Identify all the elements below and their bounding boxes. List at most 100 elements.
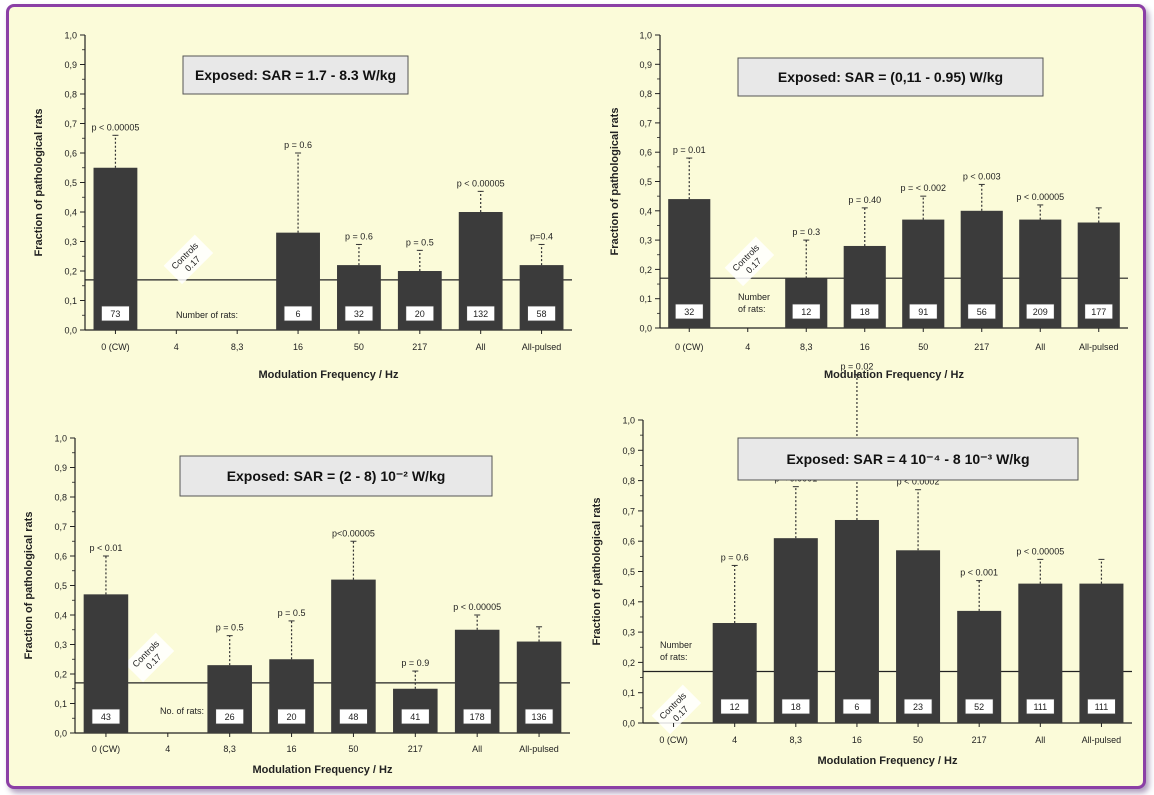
p-value-label: p = 0.6 bbox=[721, 552, 749, 562]
p-value-label: p < 0.001 bbox=[960, 568, 998, 578]
p-value-label: p = 0.5 bbox=[406, 237, 434, 247]
y-tick-label: 0,8 bbox=[622, 476, 635, 486]
rat-count-box bbox=[964, 698, 994, 715]
rat-count-box bbox=[1025, 303, 1055, 320]
y-tick-label: 0,6 bbox=[64, 149, 77, 159]
x-tick-label: All-pulsed bbox=[519, 744, 559, 754]
rat-count-label: 52 bbox=[974, 702, 984, 712]
rat-count-box bbox=[527, 305, 556, 322]
y-axis-label: Fraction of pathological rats bbox=[23, 512, 35, 660]
p-value-label: p = 0.5 bbox=[278, 608, 306, 618]
y-tick-label: 1,0 bbox=[54, 434, 67, 444]
y-tick-label: 1,0 bbox=[639, 31, 652, 41]
y-tick-label: 0,9 bbox=[639, 60, 652, 70]
y-tick-label: 0,4 bbox=[54, 611, 67, 621]
y-tick-label: 0,8 bbox=[64, 90, 77, 100]
y-tick-label: 1,0 bbox=[64, 31, 77, 41]
rat-count-box bbox=[405, 305, 435, 322]
x-axis-label: Modulation Frequency / Hz bbox=[253, 764, 393, 776]
bar bbox=[773, 538, 818, 723]
x-tick-label: 8,3 bbox=[800, 342, 813, 352]
controls-label-bg bbox=[124, 632, 175, 683]
rat-count-box bbox=[720, 698, 750, 715]
rat-count-label: 26 bbox=[225, 712, 235, 722]
rat-count-label: 177 bbox=[1091, 307, 1106, 317]
x-tick-label: All-pulsed bbox=[1079, 342, 1119, 352]
rat-count-label: 178 bbox=[470, 712, 485, 722]
p-value-label: p = 0.6 bbox=[284, 140, 312, 150]
y-axis-label: Fraction of pathological rats bbox=[33, 109, 45, 257]
y-tick-label: 0,4 bbox=[639, 206, 652, 216]
rat-count-box bbox=[850, 303, 880, 320]
rat-count-label: 18 bbox=[860, 307, 870, 317]
rat-count-label: 12 bbox=[730, 702, 740, 712]
x-tick-label: 16 bbox=[293, 342, 303, 352]
p-value-label: p < 0.01 bbox=[90, 543, 123, 553]
x-axis-label: Modulation Frequency / Hz bbox=[824, 369, 964, 381]
rats-label: Number of rats: bbox=[176, 310, 238, 320]
y-tick-label: 0,7 bbox=[64, 119, 77, 129]
x-tick-label: 50 bbox=[918, 342, 928, 352]
bar bbox=[331, 579, 376, 733]
p-value-label: p = 0.9 bbox=[401, 658, 429, 668]
y-tick-label: 0,8 bbox=[639, 89, 652, 99]
p-value-label: p < 0.00005 bbox=[453, 602, 501, 612]
y-tick-label: 0,9 bbox=[54, 463, 67, 473]
y-tick-label: 0,6 bbox=[639, 148, 652, 158]
y-tick-label: 0,7 bbox=[639, 118, 652, 128]
x-tick-label: 8,3 bbox=[223, 744, 236, 754]
y-tick-label: 0,5 bbox=[64, 178, 77, 188]
rat-count-label: 23 bbox=[913, 702, 923, 712]
rat-count-label: 12 bbox=[801, 307, 811, 317]
rat-count-box bbox=[967, 303, 997, 320]
rats-label: No. of rats: bbox=[160, 706, 204, 716]
rats-label: of rats: bbox=[738, 304, 766, 314]
p-value-label: p < 0.00005 bbox=[1016, 546, 1064, 556]
controls-label-bg bbox=[724, 236, 775, 287]
y-tick-label: 0,3 bbox=[622, 628, 635, 638]
rats-label: Number bbox=[738, 292, 770, 302]
x-tick-label: All bbox=[1035, 735, 1045, 745]
x-tick-label: 16 bbox=[860, 342, 870, 352]
chart-title-box bbox=[737, 57, 1044, 97]
x-tick-label: 0 (CW) bbox=[101, 342, 130, 352]
rat-count-box bbox=[842, 698, 872, 715]
rat-count-box bbox=[466, 305, 496, 322]
x-tick-label: 217 bbox=[412, 342, 427, 352]
x-tick-label: 50 bbox=[913, 735, 923, 745]
y-tick-label: 0,2 bbox=[64, 267, 77, 277]
x-tick-label: 0 (CW) bbox=[675, 342, 704, 352]
rat-count-label: 73 bbox=[110, 309, 120, 319]
chart-panel-2: 0,0 0,1 0,2 0,3 0,4 0,5 0,6 0,7 0,8 0,9 1,0 Fractio… bbox=[609, 31, 1128, 381]
rat-count-label: 111 bbox=[1095, 702, 1109, 712]
rat-count-box bbox=[277, 708, 306, 725]
bar bbox=[785, 278, 828, 328]
rat-count-box bbox=[101, 305, 130, 322]
x-tick-label: 217 bbox=[972, 735, 987, 745]
x-tick-label: 16 bbox=[852, 735, 862, 745]
y-tick-label: 0,3 bbox=[639, 236, 652, 246]
y-tick-label: 0,3 bbox=[54, 640, 67, 650]
x-tick-label: 217 bbox=[974, 342, 989, 352]
p-value-label: p = < 0.002 bbox=[900, 183, 946, 193]
x-tick-label: All bbox=[472, 744, 482, 754]
y-tick-label: 1,0 bbox=[622, 416, 635, 426]
y-tick-label: 0,5 bbox=[622, 567, 635, 577]
rat-count-label: 6 bbox=[296, 309, 301, 319]
chart-panel-1: 0,0 0,1 0,2 0,3 0,4 0,5 0,6 0,7 0,8 0,9 1,0 Fractio… bbox=[33, 31, 572, 381]
y-axis-label: Fraction of pathological rats bbox=[591, 498, 603, 646]
y-tick-label: 0,6 bbox=[54, 552, 67, 562]
y-tick-label: 0,4 bbox=[64, 208, 77, 218]
y-tick-label: 0,1 bbox=[622, 688, 635, 698]
x-tick-label: 4 bbox=[745, 342, 750, 352]
p-value-label: p < 0.003 bbox=[963, 171, 1001, 181]
rat-count-box bbox=[674, 303, 704, 320]
y-tick-label: 0,7 bbox=[54, 522, 67, 532]
p-value-label: p = 0.3 bbox=[792, 227, 820, 237]
y-tick-label: 0,9 bbox=[622, 446, 635, 456]
x-tick-label: 4 bbox=[165, 744, 170, 754]
p-value-label: p < 0.00005 bbox=[92, 122, 140, 132]
rat-count-box bbox=[781, 698, 811, 715]
